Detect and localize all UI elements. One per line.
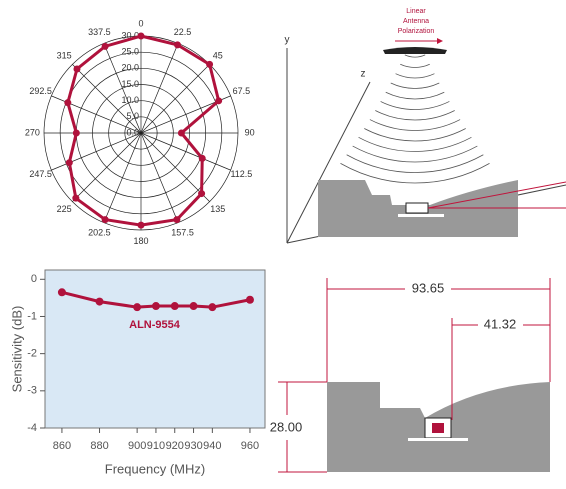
data-point xyxy=(133,303,141,311)
wave-front xyxy=(375,111,454,120)
radial-tick-label: 5.0 xyxy=(126,111,139,121)
x-tick-label: 930 xyxy=(184,440,202,452)
plot-background xyxy=(45,270,265,428)
pattern-point xyxy=(173,216,180,223)
y-tick-label: -2 xyxy=(27,348,37,360)
wave-front xyxy=(405,55,425,57)
wave-front xyxy=(347,155,484,173)
series-label: ALN-9554 xyxy=(129,319,181,331)
figure: y z Linear Antenna Polarization 93.65 41… xyxy=(0,0,566,489)
data-point xyxy=(190,302,198,310)
angle-label: 225 xyxy=(57,204,72,214)
data-point xyxy=(171,302,179,310)
wave-front xyxy=(353,146,478,162)
data-point xyxy=(246,296,254,304)
angle-label: 0 xyxy=(138,19,143,29)
arrow-head xyxy=(437,38,443,44)
y-tick-label: 0 xyxy=(31,273,37,285)
y-tick-label: -1 xyxy=(27,310,37,322)
z-axis-label: z xyxy=(361,69,366,80)
pattern-point xyxy=(199,155,206,162)
y-tick-label: -3 xyxy=(27,385,37,397)
pattern-point xyxy=(64,99,71,106)
x-tick-label: 910 xyxy=(147,440,165,452)
angle-label: 337.5 xyxy=(88,27,111,37)
y-tick-label: -4 xyxy=(27,422,37,434)
radial-tick-label: 25.0 xyxy=(121,47,139,57)
wave-front xyxy=(386,92,445,99)
tag xyxy=(406,203,428,213)
pattern-point xyxy=(138,222,145,229)
pattern-point xyxy=(73,130,80,137)
y-axis-label: y xyxy=(285,35,290,46)
angle-label: 67.5 xyxy=(233,86,251,96)
x-tick-label: 900 xyxy=(128,440,146,452)
y-axis-label: Sensitivity (dB) xyxy=(9,306,24,393)
pattern-point xyxy=(178,130,185,137)
angle-label: 112.5 xyxy=(230,169,252,179)
height-label: 28.00 xyxy=(270,419,303,434)
spoke xyxy=(141,64,210,133)
angle-label: 157.5 xyxy=(171,228,194,238)
angle-label: 180 xyxy=(133,236,148,246)
page: y z Linear Antenna Polarization 93.65 41… xyxy=(0,0,566,489)
pattern-point xyxy=(73,65,80,72)
antenna xyxy=(383,47,447,54)
angle-label: 202.5 xyxy=(88,228,111,238)
radial-tick-label: 20.0 xyxy=(121,63,139,73)
data-point xyxy=(152,302,160,310)
pattern-point xyxy=(66,159,73,166)
angle-label: 315 xyxy=(57,51,72,61)
pattern-point xyxy=(174,41,181,48)
pattern-point xyxy=(138,33,145,40)
pattern-point xyxy=(206,61,213,68)
radial-tick-label: 15.0 xyxy=(121,79,139,89)
radial-tick-label: 10.0 xyxy=(121,95,139,105)
radial-tick-label: 0.0 xyxy=(126,127,139,137)
wave-front xyxy=(400,64,429,67)
x-tick-label: 860 xyxy=(53,440,71,452)
x-tick-label: 960 xyxy=(241,440,259,452)
offset-label: 41.32 xyxy=(484,316,517,331)
angle-label: 22.5 xyxy=(174,27,192,37)
polarization-label: Polarization xyxy=(398,28,435,35)
angle-label: 90 xyxy=(245,127,255,137)
pattern-point xyxy=(102,43,109,50)
pattern-point xyxy=(215,97,222,104)
tag-base xyxy=(398,214,444,217)
chip xyxy=(432,423,444,433)
x-tick-label: 880 xyxy=(90,440,108,452)
antenna-diagram xyxy=(287,38,566,243)
polarization-label: Antenna xyxy=(403,18,429,25)
dimension-diagram xyxy=(278,278,550,472)
angle-label: 135 xyxy=(210,204,225,214)
data-point xyxy=(208,303,216,311)
x-tick-label: 920 xyxy=(166,440,184,452)
pattern-point xyxy=(72,195,79,202)
wave-front xyxy=(359,137,472,151)
pattern-point xyxy=(198,190,205,197)
data-point xyxy=(58,288,66,296)
angle-label: 292.5 xyxy=(29,86,52,96)
width-label: 93.65 xyxy=(412,280,445,295)
tag-base xyxy=(408,438,468,441)
wave-front xyxy=(396,74,435,78)
spoke xyxy=(72,133,141,202)
angle-label: 45 xyxy=(213,51,223,61)
wave-front xyxy=(381,101,450,109)
wave-front xyxy=(391,83,440,88)
polarization-label: Linear xyxy=(406,8,426,15)
x-tick-label: 940 xyxy=(203,440,221,452)
wave-front xyxy=(370,120,460,131)
x-axis-label: Frequency (MHz) xyxy=(105,461,205,476)
angle-label: 247.5 xyxy=(29,169,52,179)
pattern-point xyxy=(102,216,109,223)
data-point xyxy=(96,298,104,306)
angle-label: 270 xyxy=(25,127,40,137)
